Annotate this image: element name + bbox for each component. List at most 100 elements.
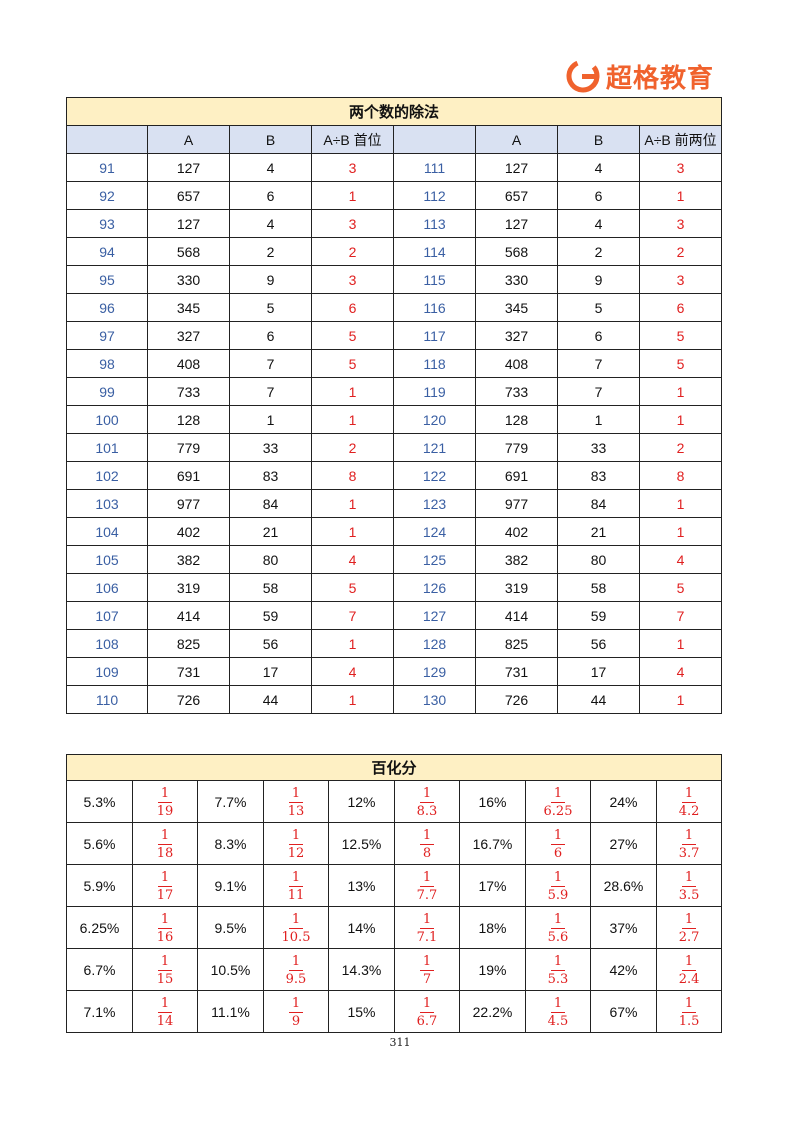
fraction-cell: 1 2.7 [655, 906, 723, 949]
value-b-cell: 4 [557, 209, 640, 238]
value-b-cell: 21 [557, 517, 640, 546]
fraction-denominator: 7.1 [416, 930, 438, 945]
fraction-cell: 1 19 [132, 780, 198, 823]
row-index: 93 [66, 209, 148, 238]
row-index: 112 [393, 181, 476, 210]
fraction-denominator: 16 [156, 930, 174, 945]
fraction-cell: 1 13 [263, 780, 329, 823]
row-index: 95 [66, 265, 148, 294]
result-cell: 3 [638, 153, 723, 182]
value-a-cell: 414 [147, 601, 230, 630]
result-cell: 5 [638, 321, 723, 350]
value-b-cell: 80 [229, 545, 312, 574]
value-a-cell: 726 [147, 685, 230, 714]
fraction-numerator: 1 [157, 954, 173, 971]
value-a-cell: 345 [475, 293, 558, 322]
value-a-cell: 657 [475, 181, 558, 210]
value-a-cell: 402 [147, 517, 230, 546]
fraction-numerator: 1 [419, 828, 435, 845]
fraction-denominator: 4.2 [678, 804, 700, 819]
table-row: 5.6% 1 18 8.3% 1 12 12.5% 1 8 16.7% 1 6 27% 1 3.7 [66, 822, 723, 865]
row-index: 126 [393, 573, 476, 602]
fraction-denominator: 14 [156, 1014, 174, 1029]
fraction-cell: 1 16 [132, 906, 198, 949]
value-a-cell: 779 [475, 433, 558, 462]
value-b-cell: 5 [229, 293, 312, 322]
row-index: 122 [393, 461, 476, 490]
row-index: 91 [66, 153, 148, 182]
fraction: 1 2.7 [676, 912, 703, 945]
table-row: 95 330 9 3 115 330 9 3 [66, 265, 723, 294]
fraction-numerator: 1 [288, 954, 304, 971]
fraction-denominator: 5.9 [547, 888, 569, 903]
fraction-denominator: 9 [291, 1014, 301, 1029]
result-cell: 1 [311, 181, 394, 210]
table-row: 92 657 6 1 112 657 6 1 [66, 181, 723, 210]
table-row: 104 402 21 1 124 402 21 1 [66, 517, 723, 546]
percent-cell: 11.1% [197, 990, 264, 1033]
fraction: 1 19 [154, 786, 177, 819]
percent-cell: 24% [590, 780, 657, 823]
fraction-numerator: 1 [419, 870, 435, 887]
value-b-cell: 58 [557, 573, 640, 602]
percent-cell: 6.25% [66, 906, 133, 949]
percent-cell: 19% [459, 948, 526, 991]
value-a-cell: 691 [475, 461, 558, 490]
fraction: 1 11 [285, 870, 308, 903]
table-row: 5.9% 1 17 9.1% 1 11 13% 1 7.7 17% 1 5.9 28.6% 1 3.5 [66, 864, 723, 907]
value-b-cell: 7 [229, 349, 312, 378]
row-index: 110 [66, 685, 148, 714]
result-cell: 8 [638, 461, 723, 490]
fraction: 1 6.7 [414, 996, 441, 1029]
row-index: 124 [393, 517, 476, 546]
fraction: 1 2.4 [676, 954, 703, 987]
value-b-cell: 4 [229, 209, 312, 238]
result-cell: 1 [311, 517, 394, 546]
fraction-numerator: 1 [419, 996, 435, 1013]
fraction-numerator: 1 [550, 912, 566, 929]
percent-cell: 5.3% [66, 780, 133, 823]
fraction-cell: 1 18 [132, 822, 198, 865]
result-cell: 1 [311, 685, 394, 714]
value-b-cell: 17 [557, 657, 640, 686]
percent-cell: 22.2% [459, 990, 526, 1033]
result-cell: 4 [311, 545, 394, 574]
row-index: 116 [393, 293, 476, 322]
fraction-cell: 1 7.1 [394, 906, 460, 949]
percent-cell: 12.5% [328, 822, 395, 865]
value-b-cell: 6 [229, 321, 312, 350]
fraction-numerator: 1 [419, 786, 435, 803]
fraction-cell: 1 6.25 [525, 780, 591, 823]
fraction-denominator: 5.6 [547, 930, 569, 945]
result-cell: 1 [638, 377, 723, 406]
result-cell: 1 [638, 685, 723, 714]
result-cell: 6 [311, 293, 394, 322]
fraction: 1 10.5 [279, 912, 314, 945]
percent-cell: 27% [590, 822, 657, 865]
fraction-numerator: 1 [681, 786, 697, 803]
value-a-cell: 657 [147, 181, 230, 210]
fraction: 1 16 [154, 912, 177, 945]
brand-name: 超格教育 [606, 63, 715, 94]
row-index: 94 [66, 237, 148, 266]
row-index: 118 [393, 349, 476, 378]
fraction-denominator: 3.7 [678, 846, 700, 861]
header-cell: B [229, 125, 312, 154]
fraction-numerator: 1 [157, 828, 173, 845]
fraction-denominator: 5.3 [547, 972, 569, 987]
fraction: 1 6.25 [541, 786, 576, 819]
fraction-numerator: 1 [681, 828, 697, 845]
row-index: 113 [393, 209, 476, 238]
value-a-cell: 127 [475, 209, 558, 238]
row-index: 121 [393, 433, 476, 462]
row-index: 96 [66, 293, 148, 322]
header-cell: A [147, 125, 230, 154]
value-b-cell: 83 [557, 461, 640, 490]
header-cell: A [475, 125, 558, 154]
percent-cell: 16.7% [459, 822, 526, 865]
fraction: 1 8.3 [414, 786, 441, 819]
percent-cell: 9.1% [197, 864, 264, 907]
fraction-cell: 1 12 [263, 822, 329, 865]
percent-cell: 16% [459, 780, 526, 823]
